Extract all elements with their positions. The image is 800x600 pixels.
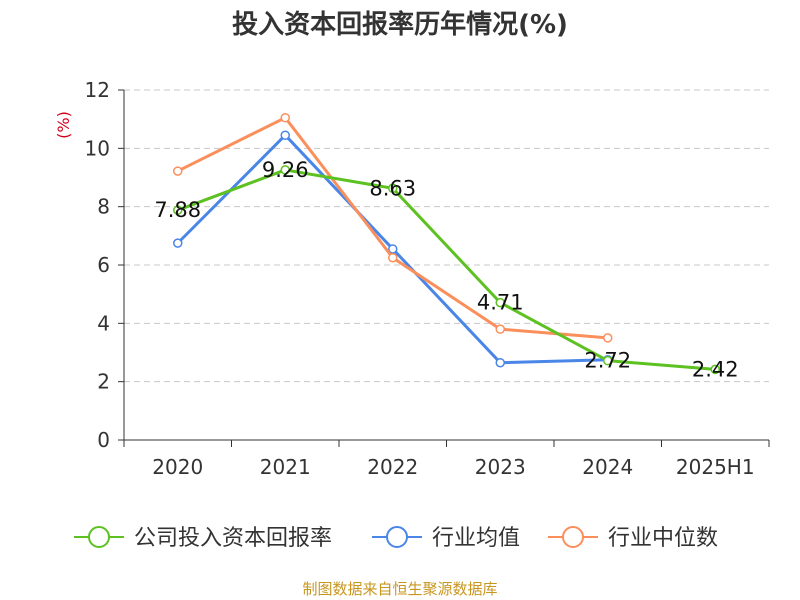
x-tick-label: 2020 <box>152 455 203 479</box>
data-point-1 <box>495 357 505 368</box>
data-point-0 <box>173 205 183 215</box>
legend-swatch-marker <box>88 526 110 548</box>
data-point-1 <box>280 130 290 140</box>
data-point-1 <box>173 238 183 248</box>
legend-swatch-marker <box>386 526 408 548</box>
x-tick-label: 2024 <box>582 455 633 479</box>
data-point-2 <box>280 112 290 123</box>
data-label: 8.63 <box>369 176 416 200</box>
data-point-1 <box>388 244 398 254</box>
data-point-0 <box>710 364 720 375</box>
data-label: 9.26 <box>262 158 309 182</box>
data-label: 7.88 <box>154 198 201 222</box>
data-label: 2.72 <box>584 349 631 373</box>
y-tick-label: 0 <box>97 428 110 452</box>
data-label: 2.42 <box>692 357 739 381</box>
data-point-0 <box>388 183 398 194</box>
y-tick-label: 12 <box>85 78 110 102</box>
legend-label: 行业均值 <box>432 526 520 551</box>
y-tick-label: 6 <box>97 253 110 277</box>
y-axis-unit: (%) <box>54 111 73 139</box>
y-tick-label: 4 <box>97 311 110 335</box>
data-point-0 <box>603 355 613 366</box>
data-point-2 <box>603 333 613 343</box>
series-line-0 <box>176 168 717 371</box>
y-tick-label: 2 <box>97 370 110 394</box>
chart-title: 投入资本回报率历年情况(%) <box>232 10 568 40</box>
data-point-0 <box>280 165 290 175</box>
data-point-0 <box>495 297 505 308</box>
data-label: 4.71 <box>477 291 524 315</box>
source-note: 制图数据来自恒生聚源数据库 <box>302 580 498 598</box>
x-tick-label: 2021 <box>260 455 311 479</box>
data-point-2 <box>173 166 183 176</box>
y-tick-label: 10 <box>85 136 110 160</box>
legend-label: 公司投入资本回报率 <box>134 526 332 551</box>
x-tick-label: 2025H1 <box>676 455 755 479</box>
data-point-2 <box>495 324 505 334</box>
y-tick-label: 8 <box>97 195 110 219</box>
legend-label: 行业中位数 <box>608 526 718 551</box>
x-tick-label: 2023 <box>475 455 526 479</box>
x-tick-label: 2022 <box>367 455 418 479</box>
data-point-2 <box>388 252 398 263</box>
series-line-2 <box>176 116 610 340</box>
legend-swatch-marker <box>562 526 584 548</box>
